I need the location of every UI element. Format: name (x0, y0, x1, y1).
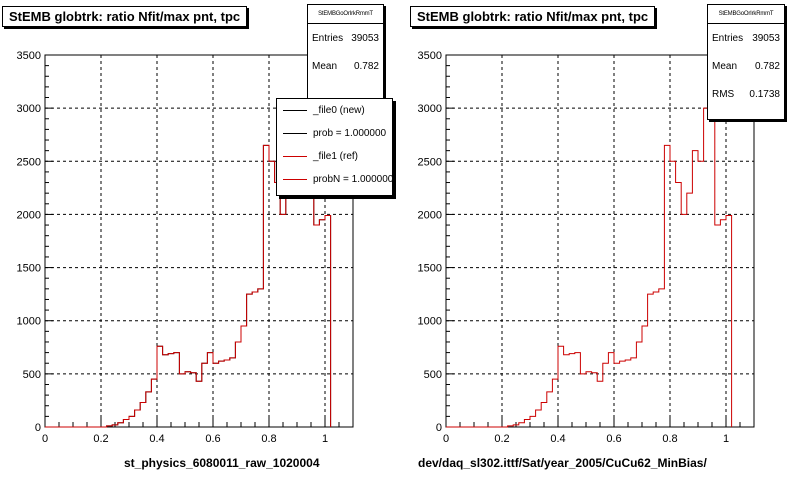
panel-0-xlabel: st_physics_6080011_raw_1020004 (124, 456, 320, 470)
x-tick-label: 0.8 (261, 433, 276, 445)
stats-label: Mean (712, 60, 738, 72)
stats-name: StEMBGoOrIrkRmmT (308, 5, 383, 24)
stats-row-entries: Entries 39053 (708, 24, 784, 52)
y-tick-label: 1500 (17, 263, 41, 275)
legend-text: probN = 1.000000 (313, 174, 393, 185)
legend-text: _file1 (ref) (313, 151, 359, 162)
legend-entry-prob: prob = 1.000000 (277, 122, 392, 145)
y-tick-label: 500 (424, 369, 442, 381)
x-tick-label: 0 (443, 433, 449, 445)
y-tick-label: 500 (23, 369, 41, 381)
y-tick-label: 0 (35, 422, 41, 434)
histogram-series-file1ref (446, 70, 733, 428)
stats-name: StEMBGoOrIrkRmmT (708, 5, 784, 24)
legend-entry-file0: _file0 (new) (277, 99, 392, 122)
legend-line-red (283, 156, 307, 157)
y-tick-label: 3500 (17, 50, 41, 62)
x-tick-label: 0.4 (149, 433, 164, 445)
x-tick-label: 0 (42, 433, 48, 445)
stats-value: 0.1738 (749, 88, 780, 100)
x-tick-label: 0.6 (606, 433, 621, 445)
y-tick-label: 2000 (418, 209, 442, 221)
stats-label: RMS (712, 88, 735, 100)
legend-entry-probN: probN = 1.000000 (277, 168, 392, 191)
stats-row-mean: Mean 0.782 (308, 52, 383, 80)
x-tick-label: 1 (723, 433, 729, 445)
panel-1-title: StEMB globtrk: ratio Nfit/max pnt, tpc (410, 6, 656, 27)
x-tick-label: 0.6 (205, 433, 220, 445)
legend-text: prob = 1.000000 (313, 128, 387, 139)
panel-1-xlabel: dev/daq_sl302.ittf/Sat/year_2005/CuCu62_… (418, 456, 707, 470)
stats-label: Mean (312, 60, 338, 72)
stats-row-rms: RMS 0.1738 (708, 80, 784, 108)
y-tick-label: 3000 (17, 103, 41, 115)
panel-0-legend: _file0 (new) prob = 1.000000 _file1 (ref… (276, 98, 393, 196)
stats-value: 39053 (351, 32, 379, 44)
y-tick-label: 0 (436, 422, 442, 434)
stats-row-mean: Mean 0.782 (708, 52, 784, 80)
x-tick-label: 1 (322, 433, 328, 445)
panel-0-title: StEMB globtrk: ratio Nfit/max pnt, tpc (2, 6, 248, 27)
stats-value: 0.782 (353, 60, 379, 72)
y-tick-label: 1000 (418, 316, 442, 328)
stats-value: 39053 (752, 32, 780, 44)
x-tick-label: 0.4 (550, 433, 565, 445)
stats-label: Entries (712, 32, 744, 44)
legend-text: _file0 (new) (313, 105, 365, 116)
legend-line-red (283, 179, 307, 180)
y-tick-label: 2500 (418, 156, 442, 168)
x-tick-label: 0.8 (662, 433, 677, 445)
x-tick-label: 0.2 (93, 433, 108, 445)
panel-1-stats-box: StEMBGoOrIrkRmmT Entries 39053 Mean 0.78… (707, 4, 785, 120)
x-tick-label: 0.2 (494, 433, 509, 445)
legend-line-black (283, 133, 307, 134)
stats-value: 0.782 (754, 60, 780, 72)
y-tick-label: 1500 (418, 263, 442, 275)
legend-line-black (283, 110, 307, 111)
stats-label: Entries (312, 32, 344, 44)
y-tick-label: 2000 (17, 209, 41, 221)
y-tick-label: 3000 (418, 103, 442, 115)
y-tick-label: 1000 (17, 316, 41, 328)
legend-entry-file1: _file1 (ref) (277, 145, 392, 168)
y-tick-label: 2500 (17, 156, 41, 168)
stats-row-entries: Entries 39053 (308, 24, 383, 52)
y-tick-label: 3500 (418, 50, 442, 62)
